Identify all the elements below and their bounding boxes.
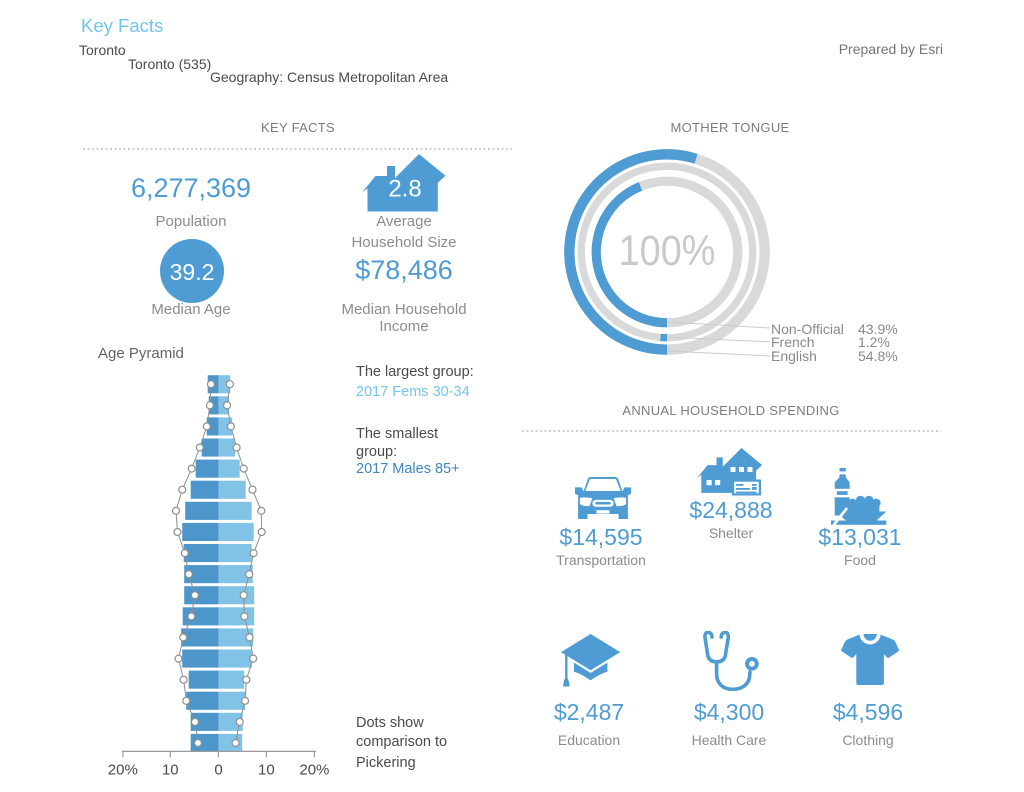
svg-text:20%: 20% <box>299 761 329 778</box>
svg-text:10: 10 <box>258 761 275 778</box>
svg-text:10: 10 <box>162 761 179 778</box>
svg-text:2.8: 2.8 <box>388 176 421 203</box>
svg-text:0: 0 <box>214 761 222 778</box>
svg-text:20%: 20% <box>108 761 138 778</box>
